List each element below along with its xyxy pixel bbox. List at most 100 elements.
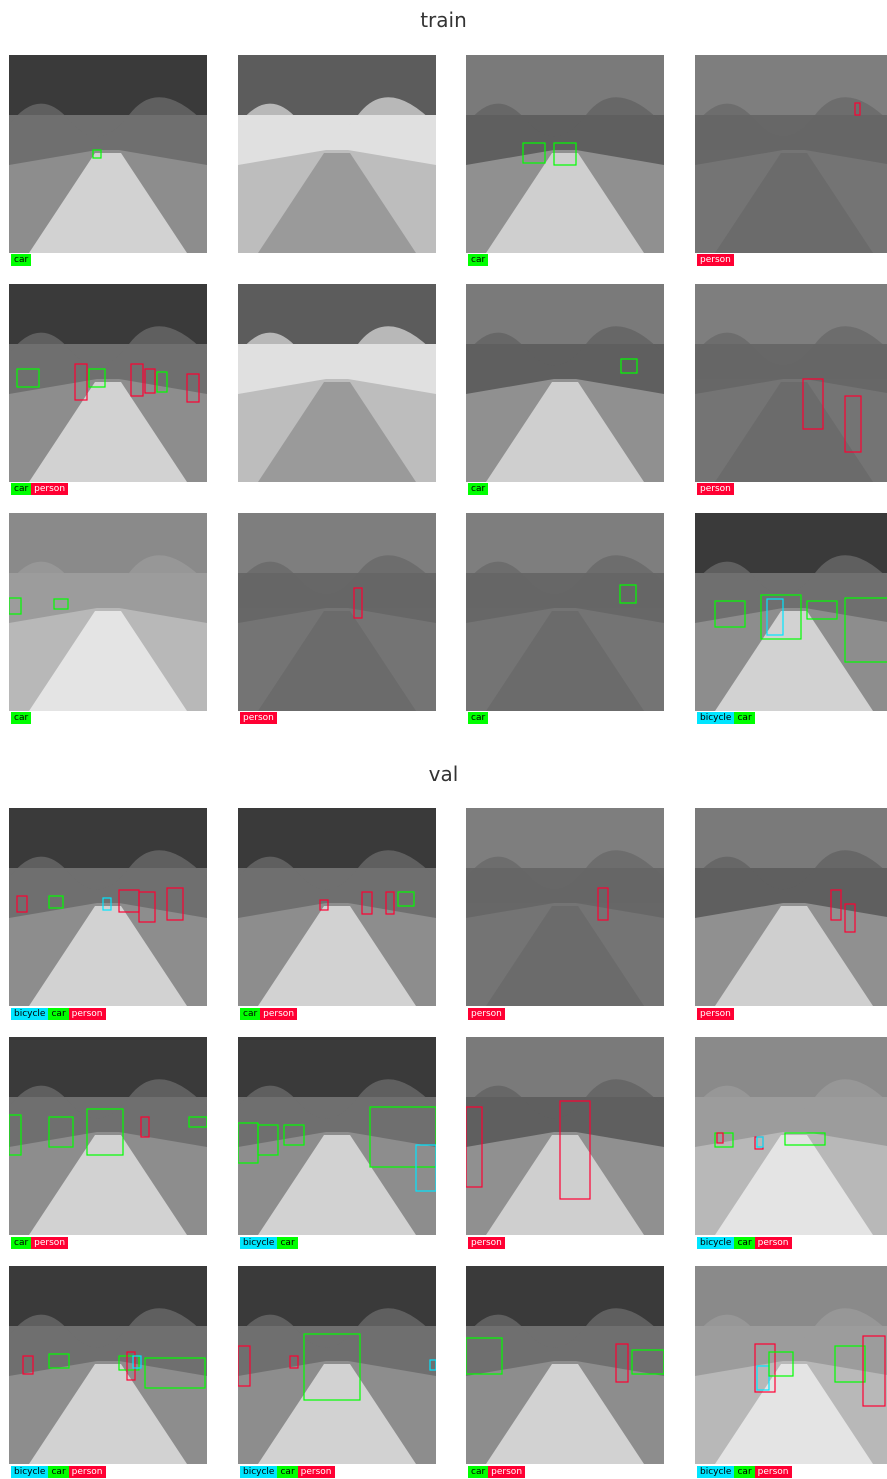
person-bounding-box <box>802 378 824 430</box>
person-label-tag: person <box>754 1237 792 1249</box>
car-bounding-box <box>619 584 637 604</box>
person-bounding-box <box>854 102 861 116</box>
class-legend: car person <box>11 1237 69 1249</box>
car-bounding-box <box>156 371 168 393</box>
person-label-tag: person <box>260 1008 298 1020</box>
car-bounding-box <box>466 1337 503 1375</box>
class-legend: person <box>468 1008 505 1020</box>
car-label-tag: car <box>734 712 755 724</box>
class-legend: car <box>11 712 32 724</box>
thermal-image <box>9 55 207 253</box>
thermal-image <box>695 513 887 711</box>
car-bounding-box <box>369 1106 436 1168</box>
class-legend: car person <box>240 1008 298 1020</box>
person-bounding-box <box>559 1100 591 1200</box>
thermal-image <box>9 513 207 711</box>
car-label-tag: car <box>734 1237 755 1249</box>
person-bounding-box <box>385 891 395 915</box>
bicycle-bounding-box <box>766 598 784 636</box>
car-label-tag: car <box>277 1237 298 1249</box>
person-bounding-box <box>862 1335 886 1407</box>
thermal-image <box>238 55 436 253</box>
car-bounding-box <box>553 142 577 166</box>
car-label-tag: car <box>240 1008 261 1020</box>
person-bounding-box <box>830 889 842 921</box>
car-bounding-box <box>188 1116 207 1128</box>
class-legend: person <box>697 254 734 266</box>
person-label-tag: person <box>697 483 734 495</box>
person-bounding-box <box>126 1351 136 1381</box>
car-bounding-box <box>86 1108 124 1156</box>
car-bounding-box <box>397 891 415 907</box>
person-bounding-box <box>844 903 856 933</box>
person-label-tag: person <box>754 1466 792 1478</box>
person-bounding-box <box>74 363 88 401</box>
person-bounding-box <box>353 587 363 619</box>
person-bounding-box <box>754 1343 776 1393</box>
person-bounding-box <box>16 895 28 913</box>
car-bounding-box <box>784 1132 826 1146</box>
person-bounding-box <box>166 887 184 921</box>
thermal-image <box>9 284 207 482</box>
class-legend: car <box>11 254 32 266</box>
person-bounding-box <box>140 1116 150 1138</box>
person-bounding-box <box>289 1355 299 1369</box>
car-bounding-box <box>92 149 102 159</box>
car-label-tag: car <box>48 1466 69 1478</box>
thermal-image <box>466 55 664 253</box>
thermal-image <box>695 55 887 253</box>
person-bounding-box <box>22 1355 34 1375</box>
class-legend: car person <box>11 483 69 495</box>
thermal-image <box>466 1037 664 1235</box>
class-legend: bicycle car person <box>697 1466 792 1478</box>
thermal-image <box>9 808 207 1006</box>
car-bounding-box <box>834 1345 866 1383</box>
person-label-tag: person <box>68 1008 106 1020</box>
car-label-tag: car <box>468 712 489 724</box>
car-bounding-box <box>144 1357 206 1389</box>
car-bounding-box <box>9 597 22 615</box>
car-bounding-box <box>806 600 838 620</box>
car-label-tag: car <box>468 483 489 495</box>
thermal-image <box>695 1266 887 1464</box>
person-bounding-box <box>319 899 329 911</box>
class-legend: person <box>240 712 277 724</box>
car-label-tag: car <box>11 712 32 724</box>
person-bounding-box <box>361 891 373 915</box>
car-bounding-box <box>53 598 69 610</box>
thermal-image <box>695 284 887 482</box>
class-legend: car <box>468 483 489 495</box>
car-bounding-box <box>9 1114 22 1156</box>
person-bounding-box <box>130 363 144 397</box>
car-label-tag: car <box>11 254 32 266</box>
class-legend: bicycle car person <box>240 1466 335 1478</box>
bicycle-bounding-box <box>429 1359 436 1371</box>
car-label-tag: car <box>48 1008 69 1020</box>
person-bounding-box <box>138 891 156 923</box>
class-legend: bicycle car <box>697 712 755 724</box>
person-bounding-box <box>144 368 156 394</box>
person-label-tag: person <box>488 1466 526 1478</box>
person-label-tag: person <box>468 1008 505 1020</box>
class-legend: bicycle car person <box>697 1237 792 1249</box>
bicycle-bounding-box <box>415 1144 436 1192</box>
thermal-image <box>695 1037 887 1235</box>
bicycle-bounding-box <box>102 897 112 911</box>
person-bounding-box <box>597 887 609 921</box>
car-bounding-box <box>16 368 40 388</box>
thermal-image <box>466 1266 664 1464</box>
car-bounding-box <box>283 1124 305 1146</box>
car-bounding-box <box>714 600 746 628</box>
car-bounding-box <box>631 1349 664 1375</box>
class-legend: car <box>468 254 489 266</box>
thermal-image <box>238 1037 436 1235</box>
person-bounding-box <box>615 1343 629 1383</box>
car-bounding-box <box>760 594 802 640</box>
car-bounding-box <box>48 895 64 909</box>
person-bounding-box <box>238 1345 251 1387</box>
thermal-image <box>466 513 664 711</box>
thermal-image <box>238 513 436 711</box>
class-legend: bicycle car person <box>11 1466 106 1478</box>
person-bounding-box <box>186 373 200 403</box>
bicycle-label-tag: bicycle <box>11 1008 49 1020</box>
